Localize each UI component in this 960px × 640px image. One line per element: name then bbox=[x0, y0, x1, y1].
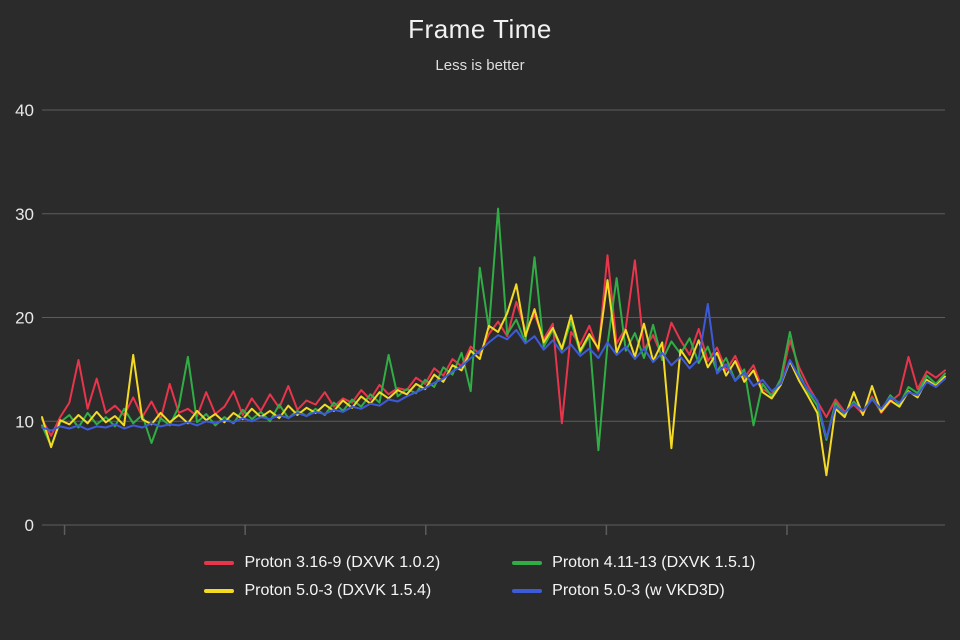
legend-label: Proton 5.0-3 (w VKD3D) bbox=[552, 582, 725, 599]
chart-title: Frame Time bbox=[408, 14, 552, 44]
plot-area: 0 10 20 30 40 bbox=[0, 95, 960, 540]
y-axis-label-20: 20 bbox=[15, 309, 34, 328]
legend-swatch-green-line-icon bbox=[512, 561, 543, 565]
legend-label: Proton 4.11-13 (DXVK 1.5.1) bbox=[552, 554, 756, 571]
legend-swatch-yellow-line-icon bbox=[204, 589, 235, 593]
y-axis-label-0: 0 bbox=[25, 516, 34, 535]
legend-item-proton-3-16-9[interactable]: Proton 3.16-9 (DXVK 1.0.2) bbox=[204, 554, 440, 572]
y-axis-label-10: 10 bbox=[15, 412, 34, 431]
legend: Proton 3.16-9 (DXVK 1.0.2) Proton 4.11-1… bbox=[0, 554, 960, 600]
legend-item-proton-5-0-3-dxvk[interactable]: Proton 5.0-3 (DXVK 1.5.4) bbox=[204, 582, 440, 600]
frame-time-chart: 0 10 20 30 40 bbox=[15, 101, 946, 535]
legend-item-proton-5-0-3-vkd3d[interactable]: Proton 5.0-3 (w VKD3D) bbox=[512, 582, 755, 600]
y-axis-label-40: 40 bbox=[15, 101, 34, 120]
legend-label: Proton 3.16-9 (DXVK 1.0.2) bbox=[244, 554, 441, 571]
legend-label: Proton 5.0-3 (DXVK 1.5.4) bbox=[244, 582, 432, 599]
series-line-2 bbox=[41, 279, 946, 477]
series-line-3 bbox=[41, 303, 946, 439]
chart-subtitle: Less is better bbox=[435, 57, 525, 74]
legend-item-proton-4-11-13[interactable]: Proton 4.11-13 (DXVK 1.5.1) bbox=[512, 554, 756, 572]
legend-swatch-red-line-icon bbox=[204, 561, 235, 565]
chart-header: Frame Time Less is better bbox=[0, 0, 960, 95]
legend-swatch-blue-line-icon bbox=[512, 589, 543, 593]
series-line-1 bbox=[41, 207, 946, 452]
y-axis-label-30: 30 bbox=[15, 205, 34, 224]
